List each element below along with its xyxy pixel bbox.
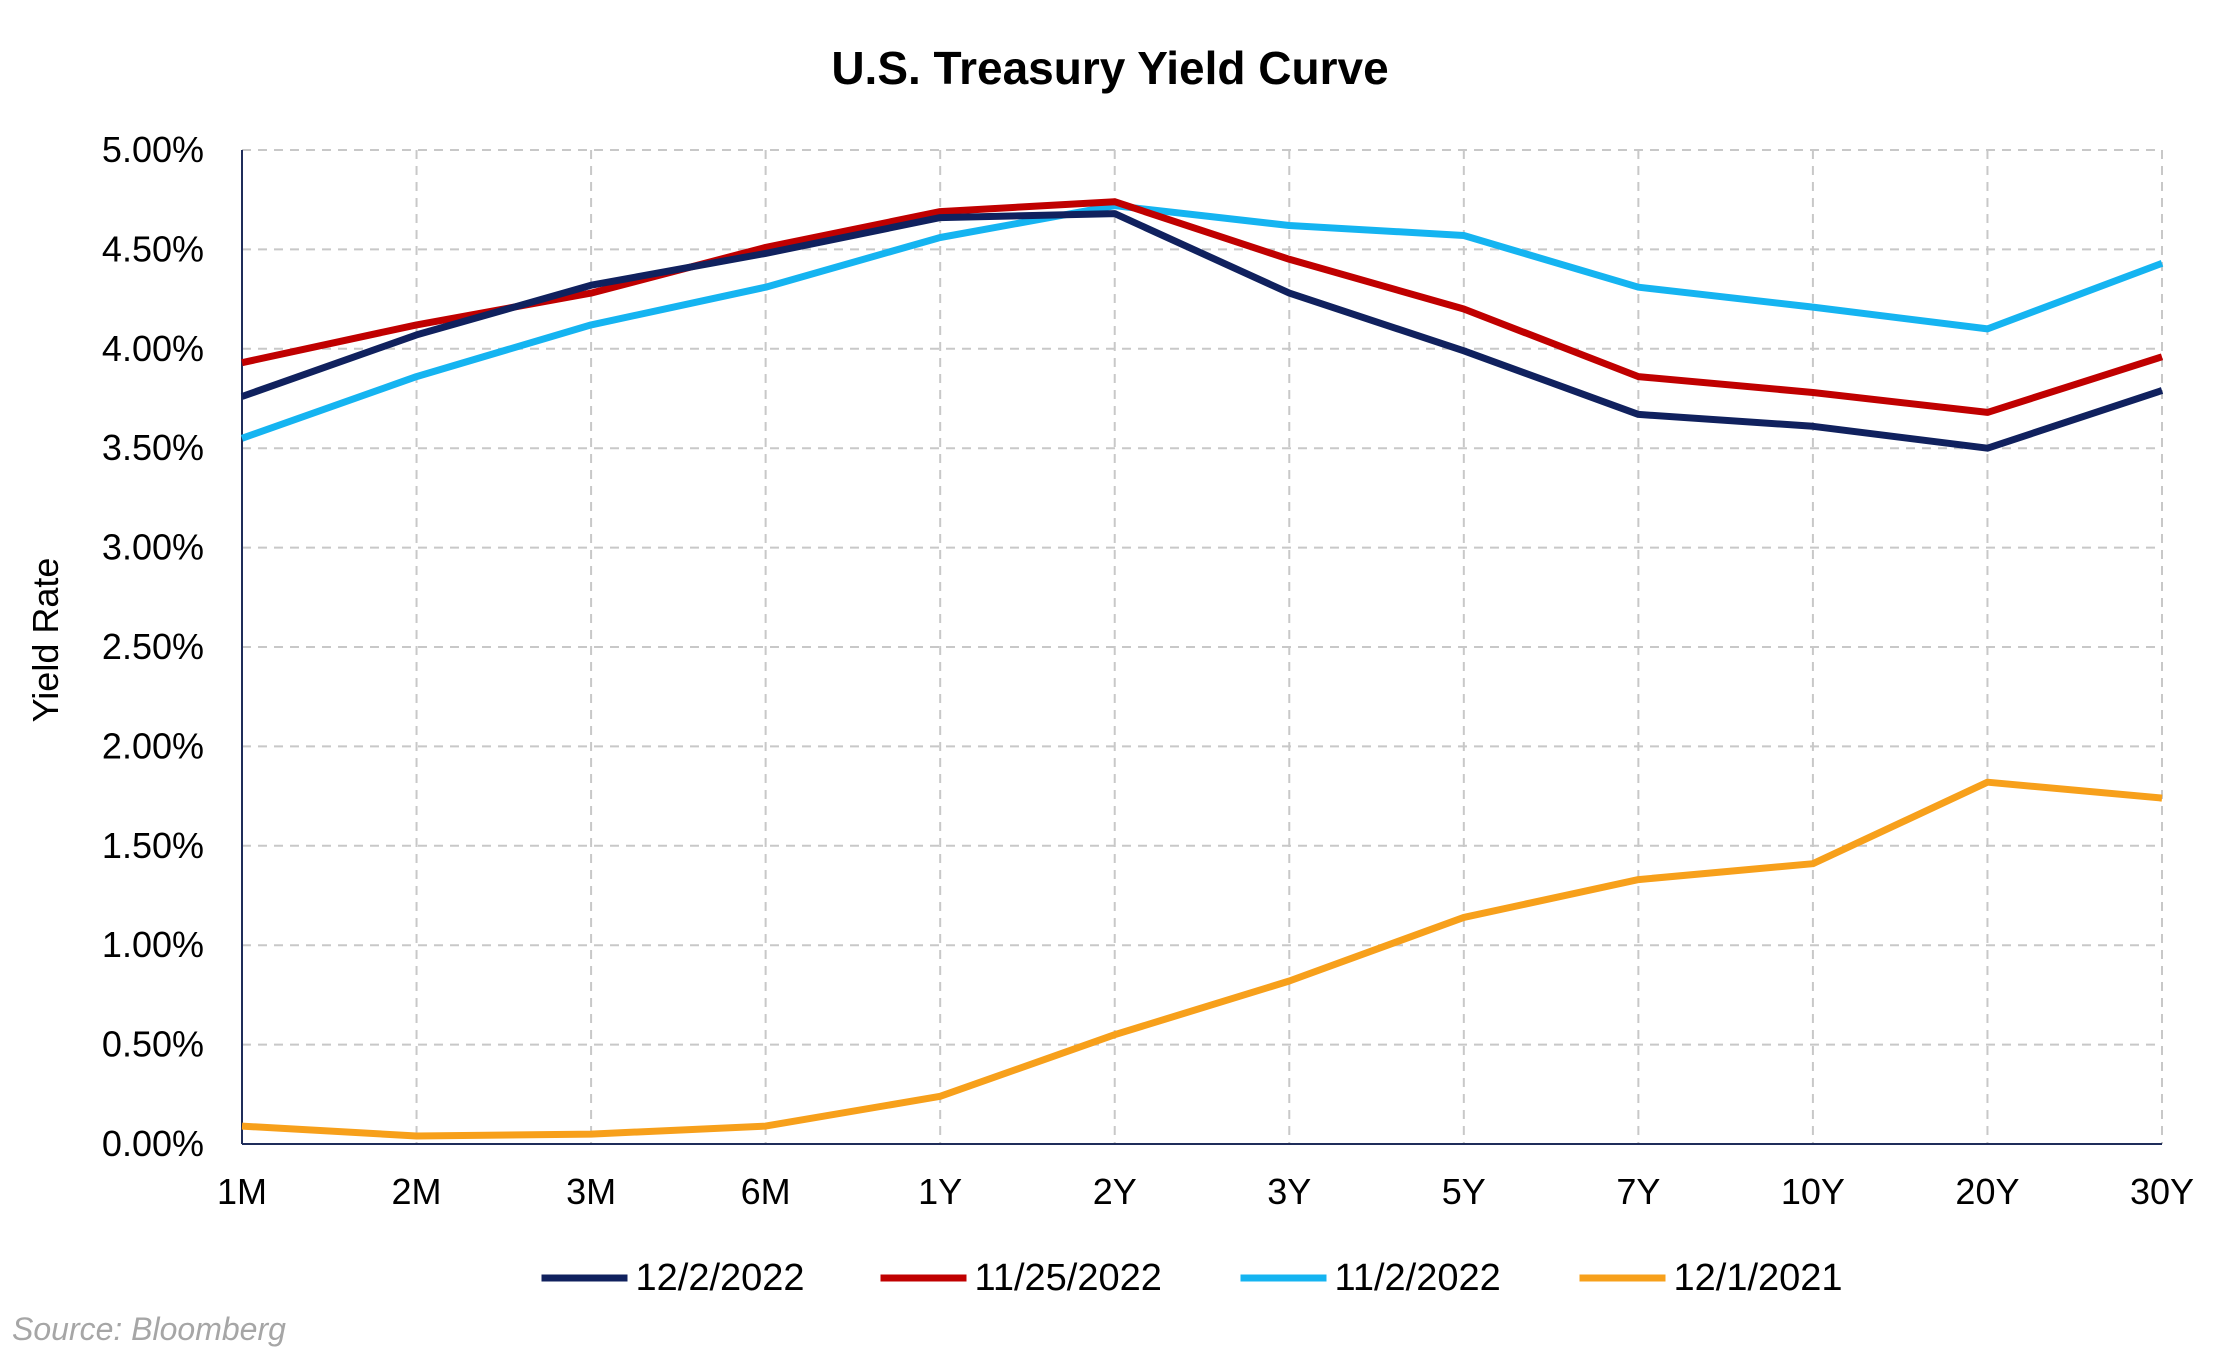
series-line-4	[241, 778, 2163, 1140]
x-tick-label: 3Y	[1267, 1171, 1311, 1212]
y-tick-label: 4.50%	[102, 228, 204, 269]
legend-item-1: 12/2/2022	[541, 1257, 805, 1299]
y-tick-label: 3.00%	[102, 527, 204, 568]
x-axis-tick-labels: 1M 2M 3M 6M 1Y 2Y 3Y 5Y 7Y 10Y 20Y 30Y	[217, 1171, 2194, 1212]
x-tick-label: 3M	[566, 1171, 616, 1212]
x-tick-label: 30Y	[2130, 1171, 2194, 1212]
y-axis-tick-labels: 0.00% 0.50% 1.00% 1.50% 2.00% 2.50% 3.00% 3.50%…	[102, 129, 204, 1164]
y-tick-label: 2.50%	[102, 626, 204, 667]
x-tick-label: 2Y	[1093, 1171, 1137, 1212]
x-tick-label: 7Y	[1616, 1171, 1660, 1212]
chart-title: U.S. Treasury Yield Curve	[831, 42, 1388, 94]
x-tick-label: 5Y	[1442, 1171, 1486, 1212]
legend: 12/2/2022 11/25/2022 11/2/2022 12/1/2021	[541, 1257, 1843, 1299]
axes	[241, 150, 2162, 1145]
legend-item-3: 11/2/2022	[1240, 1257, 1501, 1299]
y-tick-label: 3.50%	[102, 427, 204, 468]
legend-label: 11/2/2022	[1335, 1257, 1501, 1299]
x-tick-label: 10Y	[1781, 1171, 1845, 1212]
legend-label: 12/2/2022	[636, 1257, 805, 1299]
y-tick-label: 0.50%	[102, 1024, 204, 1065]
y-axis-title: Yield Rate	[25, 558, 66, 723]
series-line-3	[240, 202, 2164, 442]
x-tick-label: 2M	[392, 1171, 442, 1212]
x-tick-label: 20Y	[1955, 1171, 2019, 1212]
series-line-2	[241, 198, 2164, 416]
y-tick-label: 5.00%	[102, 129, 204, 170]
gridlines	[242, 149, 2163, 1144]
x-tick-label: 1Y	[918, 1171, 962, 1212]
legend-item-2: 11/25/2022	[880, 1257, 1162, 1299]
legend-label: 11/25/2022	[975, 1257, 1162, 1299]
source-note: Source: Bloomberg	[12, 1311, 286, 1347]
y-tick-label: 1.50%	[102, 825, 204, 866]
y-tick-label: 4.00%	[102, 328, 204, 369]
series-lines	[240, 198, 2164, 1140]
legend-item-4: 12/1/2021	[1579, 1257, 1843, 1299]
y-tick-label: 0.00%	[102, 1123, 204, 1164]
y-tick-label: 1.00%	[102, 924, 204, 965]
legend-label: 12/1/2021	[1674, 1257, 1843, 1299]
y-tick-label: 2.00%	[102, 725, 204, 766]
series-line-1	[240, 210, 2164, 452]
x-tick-label: 6M	[741, 1171, 791, 1212]
x-tick-label: 1M	[217, 1171, 267, 1212]
